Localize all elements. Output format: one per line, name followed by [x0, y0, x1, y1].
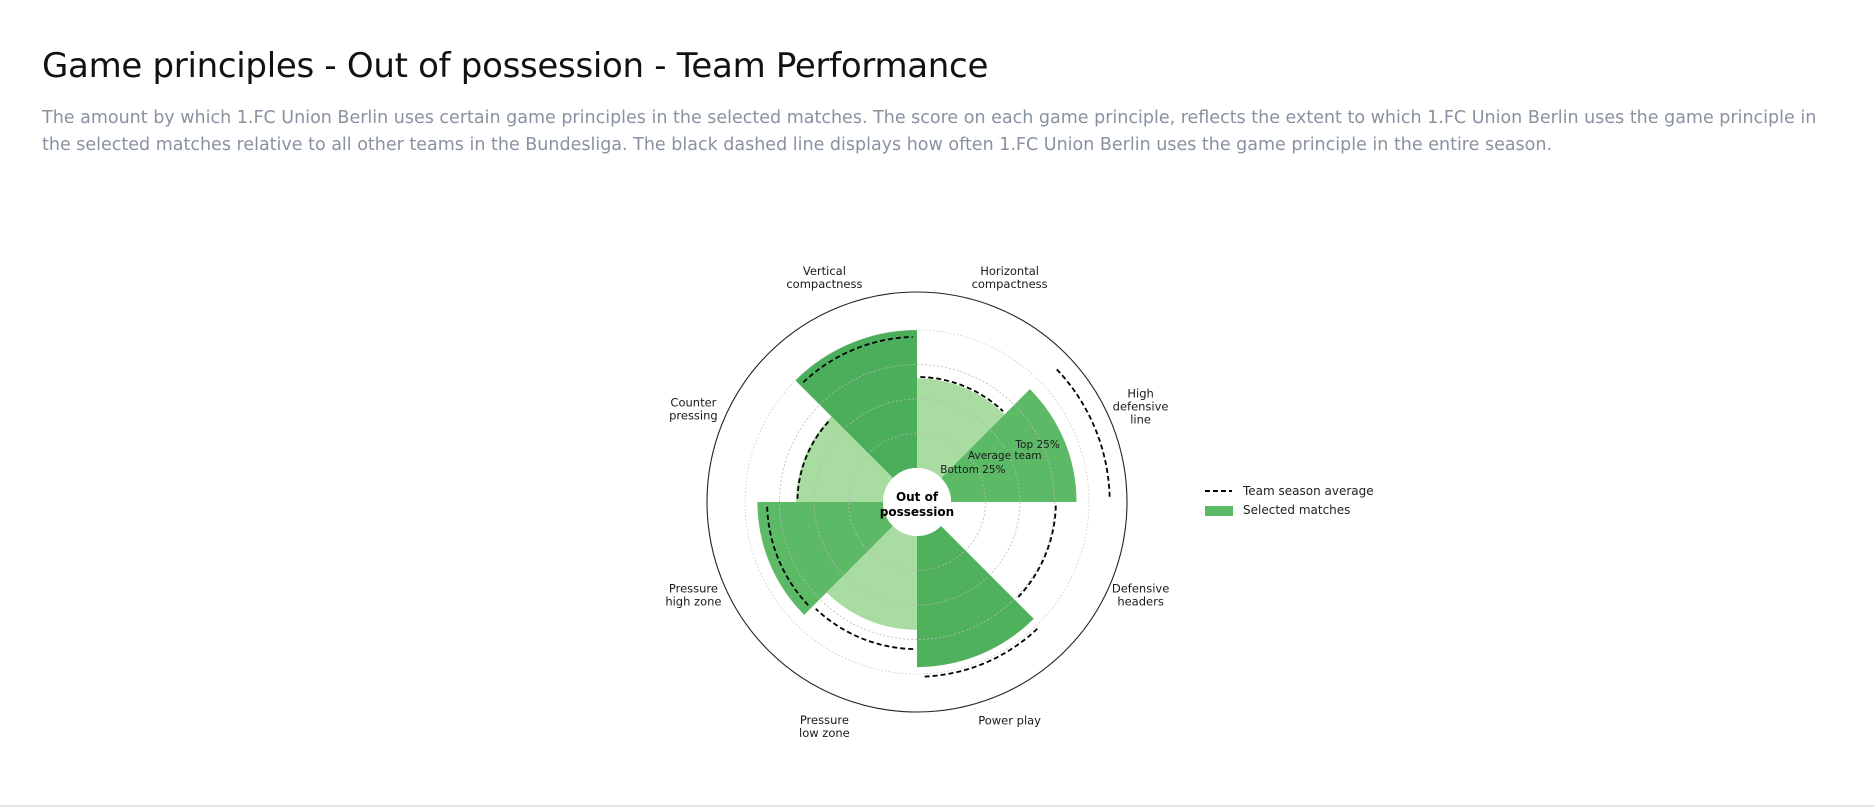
bar-counter-pressing: [796, 416, 893, 502]
bar-pressure-high-zone: [757, 502, 893, 615]
page-description: The amount by which 1.FC Union Berlin us…: [42, 108, 1817, 155]
season-average-counter-pressing: [796, 419, 831, 499]
ring-label-25: Bottom 25%: [940, 464, 1005, 476]
bar-vertical-compactness: [795, 330, 917, 478]
rings-layer: [706, 291, 1128, 713]
page-title: Game principles - Out of possession - Te…: [42, 46, 989, 86]
ring-max: [744, 329, 1090, 675]
season-average-high-defensive-line: [1056, 368, 1111, 497]
axis-label-pressure-low-zone: Pressure low zone: [799, 713, 850, 740]
season-average-defensive-headers: [1017, 505, 1057, 599]
axis-label-pressure-high-zone: Pressure high zone: [665, 581, 721, 608]
season-average-pressure-high-zone: [766, 505, 809, 606]
ring-25: [848, 433, 986, 571]
legend: Team season average Selected matches: [1205, 484, 1374, 517]
outer-circle: [706, 291, 1128, 713]
ring-label-75: Top 25%: [1014, 439, 1059, 451]
season-average-horizontal-compactness: [920, 376, 1004, 412]
ring-label-50: Average team: [968, 450, 1042, 462]
ring-labels-layer: Top 25%Average team Bottom 25%: [940, 439, 1060, 476]
axis-label-high-defensive-line: High defensive line: [1113, 387, 1169, 427]
bar-pressure-low-zone: [826, 526, 917, 630]
center-disc: [883, 468, 951, 536]
axis-labels-layer: Horizontal compactness High defensive line De…: [665, 264, 1169, 740]
legend-season-average-label: Team season average: [1242, 484, 1374, 498]
bar-power-play: [917, 526, 1034, 668]
axis-label-vertical-compactness: Vertical compactness: [786, 264, 862, 291]
axis-label-counter-pressing: Counter pressing: [669, 396, 718, 423]
center-label-line2: possession: [880, 505, 954, 519]
bar-horizontal-compactness: [917, 378, 1005, 478]
season-average-vertical-compactness: [802, 336, 913, 383]
bars-layer: [757, 330, 1077, 668]
ring-75: [779, 364, 1055, 640]
bottom-divider: [0, 805, 1874, 807]
legend-selected-matches-swatch: [1205, 506, 1233, 516]
bar-high-defensive-line: [941, 389, 1077, 502]
axis-label-power-play: Power play: [978, 713, 1041, 727]
center-label-line1: Out of: [896, 490, 939, 504]
ring-50: [813, 398, 1021, 606]
center-layer: Out of possession: [880, 468, 954, 536]
axis-label-horizontal-compactness: Horizontal compactness: [972, 264, 1048, 291]
axis-label-defensive-headers: Defensive headers: [1112, 581, 1169, 608]
season-average-power-play: [921, 628, 1038, 678]
season-average-layer: [766, 336, 1111, 678]
season-average-pressure-low-zone: [815, 608, 914, 651]
legend-selected-matches-label: Selected matches: [1243, 503, 1350, 517]
